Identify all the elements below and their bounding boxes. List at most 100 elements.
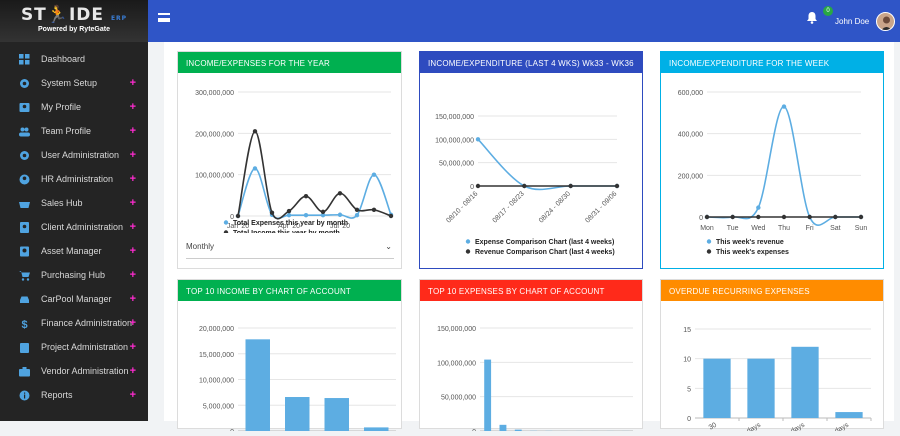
y-tick-label: 600,000 <box>678 90 703 97</box>
y-tick-label: 15 <box>683 327 691 334</box>
sidebar-item-my-profile[interactable]: My Profile + <box>0 95 148 119</box>
sidebar-item-label: HR Administration <box>41 174 113 184</box>
y-tick-label: 0 <box>699 215 703 222</box>
expand-plus-icon[interactable]: + <box>130 389 136 401</box>
data-point <box>355 213 359 217</box>
sidebar-item-label: Purchasing Hub <box>41 270 105 280</box>
expand-plus-icon[interactable]: + <box>130 77 136 89</box>
expand-plus-icon[interactable]: + <box>130 173 136 185</box>
expand-plus-icon[interactable]: + <box>130 293 136 305</box>
logo-erp: ERP <box>111 15 127 22</box>
bar <box>791 347 818 418</box>
user-name[interactable]: John Doe <box>835 17 869 26</box>
sidebar-item-carpool-manager[interactable]: CarPool Manager + <box>0 287 148 311</box>
y-tick-label: 150,000,000 <box>435 114 474 121</box>
legend-marker <box>707 239 711 243</box>
bar <box>325 398 349 431</box>
data-point <box>807 215 811 219</box>
expand-plus-icon[interactable]: + <box>130 221 136 233</box>
x-tick-label: Wed <box>751 225 765 232</box>
card-top-expenses: TOP 10 EXPENSES BY CHART OF ACCOUNT 050,… <box>419 279 643 429</box>
brand-logo[interactable]: ST🏃IDE ERP Powered by RyteGate <box>0 0 148 42</box>
period-select[interactable]: Monthly ⌄ <box>186 242 394 259</box>
expand-plus-icon[interactable]: + <box>130 341 136 353</box>
sidebar-item-dashboard[interactable]: Dashboard <box>0 47 148 71</box>
data-point <box>321 210 325 214</box>
sidebar-item-label: CarPool Manager <box>41 294 112 304</box>
legend-label: Total Income this year by month <box>233 230 340 233</box>
y-tick-label: 0 <box>472 429 476 431</box>
expand-plus-icon[interactable]: + <box>130 149 136 161</box>
expand-plus-icon[interactable]: + <box>130 317 136 329</box>
data-point <box>782 104 786 108</box>
expand-plus-icon[interactable]: + <box>130 269 136 281</box>
sidebar-item-system-setup[interactable]: System Setup + <box>0 71 148 95</box>
data-point <box>372 172 376 176</box>
data-point <box>287 209 291 213</box>
sidebar-item-finance-administration[interactable]: $Finance Administration+ <box>0 311 148 335</box>
y-tick-label: 100,000,000 <box>435 137 474 144</box>
logo-text-a: ST <box>21 5 47 25</box>
sidebar-item-label: User Administration <box>41 150 119 160</box>
y-tick-label: 100,000,000 <box>195 173 234 180</box>
sidebar-item-purchasing-hub[interactable]: Purchasing Hub + <box>0 263 148 287</box>
data-point <box>615 184 619 188</box>
sidebar-item-label: My Profile <box>41 102 81 112</box>
period-select-value: Monthly <box>186 242 214 251</box>
menu-toggle-icon[interactable] <box>158 13 170 22</box>
card-title: INCOME/EXPENDITURE FOR THE WEEK <box>661 52 883 73</box>
data-point <box>389 214 393 218</box>
sidebar-item-client-administration[interactable]: Client Administration+ <box>0 215 148 239</box>
dollar-icon: $ <box>19 318 30 329</box>
x-tick-label: days <box>834 421 851 431</box>
id-card-icon <box>19 102 30 113</box>
y-tick-label: 400,000 <box>678 132 703 139</box>
y-tick-label: 5 <box>687 386 691 393</box>
data-point <box>476 137 480 141</box>
dashboard-icon <box>19 54 30 65</box>
notification-badge: 0 <box>823 6 833 16</box>
sidebar-item-user-administration[interactable]: User Administration + <box>0 143 148 167</box>
x-tick-label: Sun <box>855 225 868 232</box>
contact-book-icon <box>19 222 30 233</box>
sidebar-item-sales-hub[interactable]: Sales Hub + <box>0 191 148 215</box>
sidebar: ST🏃IDE ERP Powered by RyteGate Dashboard… <box>0 0 148 421</box>
card-title: TOP 10 INCOME BY CHART OF ACCOUNT <box>178 280 401 301</box>
expand-plus-icon[interactable]: + <box>130 197 136 209</box>
sidebar-item-reports[interactable]: Reports+ <box>0 383 148 407</box>
data-point <box>253 129 257 133</box>
sidebar-item-team-profile[interactable]: Team Profile+ <box>0 119 148 143</box>
expand-plus-icon[interactable]: + <box>130 365 136 377</box>
bar <box>703 359 730 418</box>
basket-icon <box>19 198 30 209</box>
sidebar-item-label: System Setup <box>41 78 97 88</box>
data-point <box>522 184 526 188</box>
data-point <box>236 214 240 218</box>
y-tick-label: 20,000,000 <box>199 326 234 333</box>
data-point <box>338 213 342 217</box>
sidebar-item-vendor-administration[interactable]: Vendor Administration+ <box>0 359 148 383</box>
expand-plus-icon[interactable]: + <box>130 125 136 137</box>
users-icon <box>19 126 30 137</box>
sidebar-item-asset-manager[interactable]: Asset Manager+ <box>0 239 148 263</box>
sidebar-item-label: Sales Hub <box>41 198 83 208</box>
expand-plus-icon[interactable]: + <box>130 245 136 257</box>
y-tick-label: 50,000,000 <box>441 395 476 402</box>
legend-marker <box>224 230 228 233</box>
bell-icon[interactable] <box>806 11 818 29</box>
expand-plus-icon[interactable]: + <box>130 101 136 113</box>
legend-label: Expense Comparison Chart (last 4 weeks) <box>475 239 614 246</box>
bar <box>285 397 309 431</box>
clipboard-icon <box>19 342 30 353</box>
data-point <box>253 166 257 170</box>
sidebar-item-hr-administration[interactable]: HR Administration + <box>0 167 148 191</box>
data-point <box>859 215 863 219</box>
car-icon <box>19 294 30 305</box>
avatar[interactable] <box>876 12 895 31</box>
sidebar-item-project-administration[interactable]: Project Administration+ <box>0 335 148 359</box>
